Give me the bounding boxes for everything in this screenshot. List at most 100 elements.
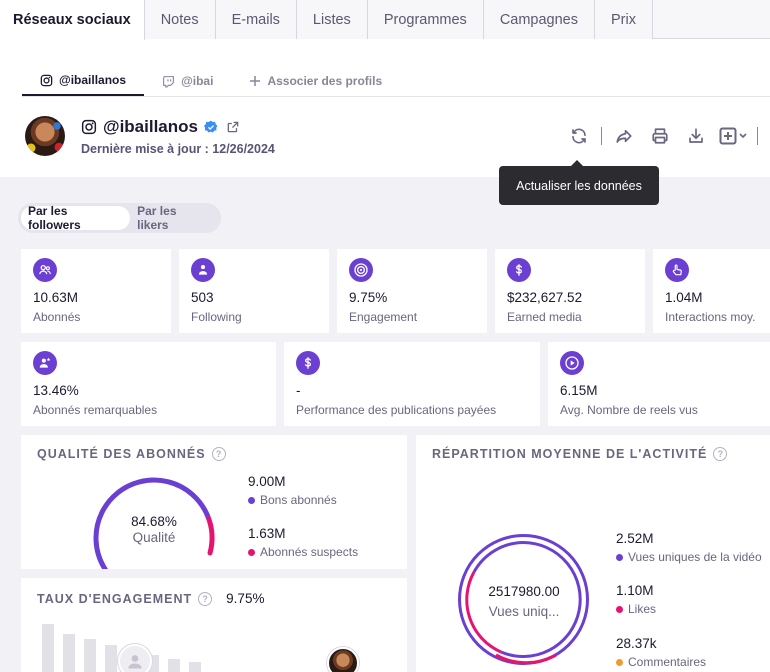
legend-dot: [248, 548, 255, 556]
stat-card-interactions: 1.04M Interactions moy.: [653, 249, 770, 333]
donut-ring-views-inner2: [472, 541, 524, 573]
donut-center-value: 2517980.00: [488, 584, 560, 599]
tab-emails[interactable]: E-mails: [215, 0, 297, 39]
legend-dot: [616, 658, 623, 666]
stat-label: Interactions moy.: [665, 310, 756, 324]
divider: [601, 127, 602, 145]
gauge-quality-arc: [93, 477, 210, 569]
gauge-suspect-arc: [204, 512, 215, 556]
refresh-icon: [572, 128, 586, 144]
tab-profile-instagram[interactable]: @ibaillanos: [22, 62, 145, 96]
engagement-rate-value: 9.75%: [226, 591, 265, 606]
donut-ring-views-inner: [500, 541, 582, 658]
stat-value: 6.15M: [560, 383, 598, 398]
dollar-icon: [507, 258, 531, 282]
top-tabs: Réseaux sociaux Notes E-mails Listes Pro…: [0, 0, 770, 40]
tab-programs[interactable]: Programmes: [367, 0, 484, 39]
tab-notes[interactable]: Notes: [144, 0, 216, 39]
stat-card-earned-media: $232,627.52 Earned media: [495, 249, 645, 333]
help-icon[interactable]: ?: [211, 447, 226, 461]
audience-toggle: Par les followers Par les likers: [18, 203, 221, 233]
activity-value: 28.37k: [616, 636, 657, 651]
good-followers-label: Bons abonnés: [260, 493, 337, 507]
stat-value: 1.04M: [665, 290, 703, 305]
share-button[interactable]: [613, 125, 635, 147]
histogram-bar: [42, 624, 54, 672]
stat-label: Engagement: [349, 310, 418, 324]
stat-label: Abonnés remarquables: [33, 403, 158, 417]
tab-lists[interactable]: Listes: [296, 0, 368, 39]
last-updated: Dernière mise à jour : 12/26/2024: [81, 142, 275, 156]
activity-value: 1.10M: [616, 583, 654, 598]
user-group-icon: [191, 258, 215, 282]
plus-icon: [249, 75, 261, 87]
activity-donut: [458, 534, 589, 665]
stat-value: $232,627.52: [507, 290, 583, 305]
users-icon: [33, 258, 57, 282]
dollar-icon: [296, 351, 320, 375]
toggle-by-likers[interactable]: Par les likers: [137, 204, 177, 232]
histogram-bar: [84, 639, 96, 672]
quality-percent: 84.68%: [131, 514, 177, 529]
user-icon: [128, 655, 142, 669]
tab-prices[interactable]: Prix: [595, 0, 653, 39]
donut-ring-likes-outer: [495, 653, 557, 665]
profile-tabs: @ibaillanos @ibai Associer des profils: [22, 62, 770, 97]
legend-dot: [616, 605, 623, 613]
help-icon[interactable]: ?: [198, 591, 213, 606]
instagram-icon: [40, 74, 53, 87]
avatar: [25, 116, 65, 156]
associate-profiles-button[interactable]: Associer des profils: [231, 62, 400, 96]
stat-label: Performance des publications payées: [296, 403, 497, 417]
print-button[interactable]: [649, 125, 671, 147]
follower-quality-panel: QUALITÉ DES ABONNÉS ? 84.68% Qualité 9.0…: [21, 435, 407, 569]
donut-ring-views: [458, 534, 589, 665]
external-link-icon[interactable]: [226, 120, 240, 134]
suspect-followers-label: Abonnés suspects: [260, 545, 359, 559]
stat-value: -: [296, 383, 301, 398]
avatar-placeholder: [118, 644, 152, 672]
refresh-button[interactable]: [568, 125, 590, 147]
refresh-tooltip: Actualiser les données: [499, 160, 659, 205]
stat-value: 503: [191, 290, 214, 305]
stat-label: Avg. Nombre de reels vus: [560, 403, 698, 417]
target-icon: [349, 258, 373, 282]
help-icon[interactable]: ?: [713, 447, 728, 461]
toggle-by-followers[interactable]: Par les followers: [21, 204, 131, 232]
tab-campaigns[interactable]: Campagnes: [483, 0, 595, 39]
stat-value: 9.75%: [349, 290, 388, 305]
stat-label: Following: [191, 310, 242, 324]
suspect-followers-value: 1.63M: [248, 526, 286, 541]
tap-icon: [665, 258, 689, 282]
stat-card-notable-followers: 13.46% Abonnés remarquables: [21, 342, 276, 426]
profile-header: @ibaillanos Dernière mise à jour : 12/26…: [0, 97, 770, 177]
histogram-bar: [189, 662, 201, 672]
share-icon: [616, 129, 632, 143]
add-to-list-button[interactable]: [719, 125, 749, 147]
play-icon: [560, 351, 584, 375]
donut-ring-likes: [465, 571, 502, 654]
verified-icon: [204, 120, 218, 134]
good-followers-value: 9.00M: [248, 474, 286, 489]
tab-profile-twitch-label: @ibai: [181, 74, 214, 88]
associate-profiles-label: Associer des profils: [267, 74, 383, 88]
instagram-icon: [81, 119, 97, 135]
activity-label: Vues uniques de la vidéo: [628, 550, 762, 564]
engagement-rate-panel: TAUX D'ENGAGEMENT ? 9.75%: [21, 578, 407, 672]
download-button[interactable]: [685, 125, 707, 147]
legend-dot: [248, 496, 255, 504]
tab-profile-instagram-label: @ibaillanos: [59, 73, 127, 87]
stat-label: Earned media: [507, 310, 582, 324]
stat-value: 13.46%: [33, 383, 79, 398]
panel-title: RÉPARTITION MOYENNE DE L'ACTIVITÉ: [432, 447, 708, 461]
activity-label: Likes: [628, 602, 657, 616]
tab-profile-twitch[interactable]: @ibai: [144, 62, 231, 96]
histogram-bar: [168, 659, 180, 672]
notable-users-icon: [33, 351, 57, 375]
add-box-icon: [719, 127, 747, 145]
panel-title: TAUX D'ENGAGEMENT: [37, 591, 193, 606]
legend-dot: [616, 553, 623, 561]
stat-card-paid-performance: - Performance des publications payées: [284, 342, 540, 426]
divider: [757, 127, 758, 145]
tab-social-networks[interactable]: Réseaux sociaux: [0, 0, 145, 40]
